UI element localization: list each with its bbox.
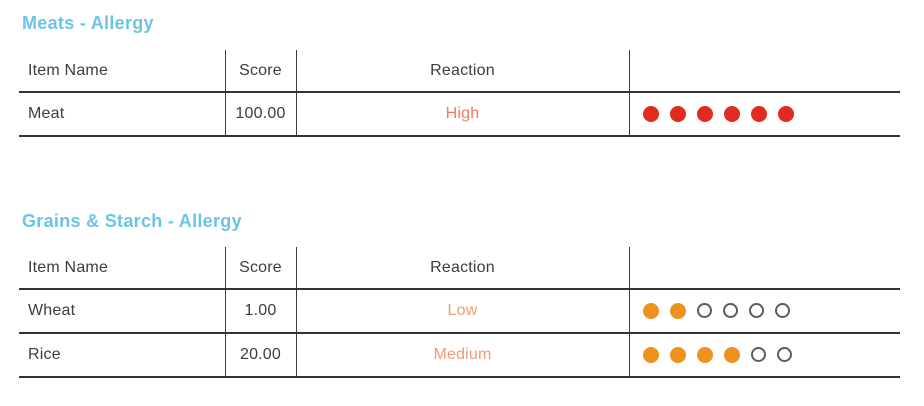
reaction-empty-dot-icon: [696, 303, 712, 319]
section-grains-starch-allergy: Grains & Starch - Allergy Item Name Scor…: [19, 211, 900, 378]
reaction-filled-dot-icon: [723, 105, 740, 122]
section-title-grains-starch: Grains & Starch - Allergy: [22, 211, 242, 231]
reaction-empty-dot-icon: [748, 303, 764, 319]
reaction-empty-dot-icon: [774, 303, 790, 319]
section-meats-allergy: Meats - Allergy Item Name Score Reaction…: [19, 13, 900, 137]
table-header-row: Item Name Score Reaction: [19, 50, 900, 93]
reaction-filled-dot-icon: [723, 346, 740, 363]
grains-starch-allergy-table: Item Name Score Reaction Wheat 1.00 Low …: [19, 247, 900, 378]
reaction-filled-dot-icon: [642, 302, 659, 319]
reaction-dots-cell: [628, 92, 900, 137]
reaction-empty-dot-icon: [776, 347, 792, 363]
table-row-meat: Meat 100.00 High: [19, 92, 900, 137]
reaction-cell: High: [295, 92, 629, 137]
score-cell: 20.00: [224, 333, 296, 378]
column-header-item-name: Item Name: [19, 247, 225, 290]
reaction-dots-cell: [628, 333, 900, 378]
reaction-filled-dot-icon: [696, 105, 713, 122]
item-name-cell: Rice: [19, 333, 225, 378]
item-name-cell: Meat: [19, 92, 225, 137]
reaction-filled-dot-icon: [669, 302, 686, 319]
table-row-rice: Rice 20.00 Medium: [19, 333, 900, 378]
section-title-meats: Meats - Allergy: [22, 13, 154, 33]
meats-allergy-table: Item Name Score Reaction Meat 100.00 Hig…: [19, 50, 900, 137]
column-header-score: Score: [224, 50, 296, 93]
score-cell: 100.00: [224, 92, 296, 137]
reaction-filled-dot-icon: [669, 346, 686, 363]
reaction-cell: Medium: [295, 333, 629, 378]
reaction-filled-dot-icon: [696, 346, 713, 363]
column-header-dots: [628, 50, 900, 93]
score-cell: 1.00: [224, 289, 296, 334]
reaction-filled-dot-icon: [642, 346, 659, 363]
table-row-wheat: Wheat 1.00 Low: [19, 289, 900, 334]
reaction-empty-dot-icon: [750, 347, 766, 363]
column-header-dots: [628, 247, 900, 290]
column-header-item-name: Item Name: [19, 50, 225, 93]
reaction-dots-cell: [628, 289, 900, 334]
reaction-filled-dot-icon: [642, 105, 659, 122]
reaction-filled-dot-icon: [750, 105, 767, 122]
column-header-reaction: Reaction: [295, 50, 629, 93]
item-name-cell: Wheat: [19, 289, 225, 334]
column-header-reaction: Reaction: [295, 247, 629, 290]
reaction-empty-dot-icon: [722, 303, 738, 319]
table-header-row: Item Name Score Reaction: [19, 247, 900, 290]
reaction-filled-dot-icon: [669, 105, 686, 122]
reaction-filled-dot-icon: [777, 105, 794, 122]
column-header-score: Score: [224, 247, 296, 290]
reaction-cell: Low: [295, 289, 629, 334]
